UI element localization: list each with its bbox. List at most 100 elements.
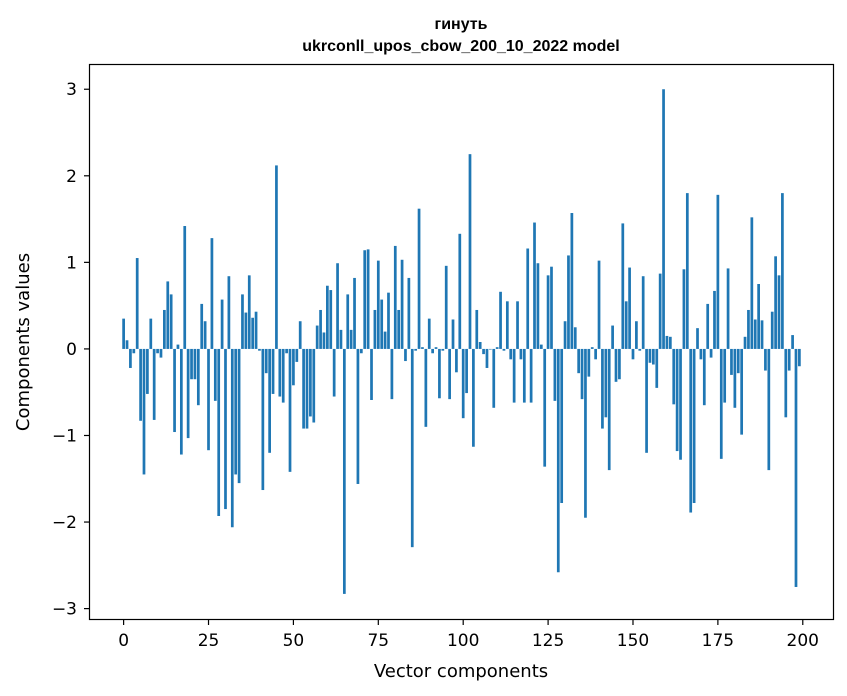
bar-component-77 xyxy=(383,331,387,349)
bar-component-31 xyxy=(227,276,231,349)
bar-component-71 xyxy=(363,250,367,349)
bar-component-134 xyxy=(577,348,581,374)
bar-component-26 xyxy=(210,238,214,349)
bar-component-172 xyxy=(706,303,710,349)
bar-component-36 xyxy=(244,312,248,349)
bar-component-120 xyxy=(529,348,533,403)
bar-component-106 xyxy=(482,348,485,355)
bar-component-84 xyxy=(407,277,411,349)
y-tick-label: 1 xyxy=(66,253,77,273)
bar-component-154 xyxy=(645,348,648,453)
bar-component-46 xyxy=(278,348,282,397)
bar-component-65 xyxy=(342,348,346,594)
y-tick-label: −1 xyxy=(52,426,77,446)
bar-component-40 xyxy=(258,348,261,351)
bar-component-32 xyxy=(230,348,234,528)
bar-component-18 xyxy=(183,226,187,349)
bar-component-73 xyxy=(370,348,373,400)
bar-component-187 xyxy=(757,284,760,349)
bar-component-82 xyxy=(400,259,404,349)
bar-component-179 xyxy=(730,348,733,375)
bar-component-124 xyxy=(543,348,547,467)
bar-component-151 xyxy=(635,321,638,349)
bar-component-155 xyxy=(648,348,652,363)
bar-component-64 xyxy=(339,329,343,349)
bar-component-113 xyxy=(505,301,509,349)
bar-component-5 xyxy=(139,348,142,421)
bar-component-137 xyxy=(587,348,591,377)
bar-component-57 xyxy=(315,325,319,349)
x-axis-label: Vector components xyxy=(374,661,548,682)
bar-component-111 xyxy=(499,291,502,349)
bar-component-76 xyxy=(380,299,384,349)
bar-component-9 xyxy=(152,348,156,420)
bar-component-183 xyxy=(743,336,747,349)
bar-component-21 xyxy=(193,348,197,380)
bar-component-37 xyxy=(247,275,251,349)
bar-component-104 xyxy=(475,309,479,349)
bar-component-171 xyxy=(702,348,706,406)
bar-component-90 xyxy=(427,318,431,349)
bar-component-45 xyxy=(275,165,278,349)
bar-component-24 xyxy=(203,321,207,349)
bar-component-20 xyxy=(190,348,193,380)
bar-component-198 xyxy=(794,348,798,587)
bar-component-63 xyxy=(336,263,339,349)
x-tick-label: 125 xyxy=(532,631,564,651)
bar-component-87 xyxy=(417,208,421,349)
bar-component-162 xyxy=(672,348,676,405)
bar-component-132 xyxy=(570,213,574,349)
bar-component-188 xyxy=(760,320,764,349)
x-tick-label: 75 xyxy=(367,631,389,651)
y-axis-label: Components values xyxy=(13,253,34,431)
bar-component-110 xyxy=(495,347,499,349)
x-tick-label: 25 xyxy=(198,631,220,651)
bar-component-174 xyxy=(713,290,716,349)
bar-component-131 xyxy=(567,255,570,349)
y-tick-label: −3 xyxy=(52,600,77,620)
bar-component-181 xyxy=(736,348,740,374)
bar-component-10 xyxy=(156,348,159,354)
bar-component-152 xyxy=(638,348,642,351)
bar-component-35 xyxy=(241,294,244,349)
bar-component-98 xyxy=(455,348,458,373)
plot-frame xyxy=(88,63,835,621)
bar-component-55 xyxy=(309,348,312,417)
bar-component-79 xyxy=(390,348,394,400)
bar-component-168 xyxy=(692,348,696,504)
bar-component-51 xyxy=(295,348,299,362)
bar-component-199 xyxy=(798,348,801,367)
bar-component-88 xyxy=(421,347,424,349)
bar-component-68 xyxy=(353,277,356,349)
bar-component-116 xyxy=(516,301,519,349)
bar-component-140 xyxy=(597,260,601,349)
bar-component-139 xyxy=(594,348,597,360)
bar-component-141 xyxy=(601,348,604,429)
bar-component-164 xyxy=(679,348,682,460)
bar-component-44 xyxy=(271,348,275,394)
bar-component-50 xyxy=(292,348,295,386)
bar-component-119 xyxy=(526,248,530,349)
bar-component-7 xyxy=(146,348,149,394)
bar-component-107 xyxy=(485,348,489,368)
bar-component-92 xyxy=(434,347,438,349)
bar-component-161 xyxy=(668,336,672,349)
bar-component-54 xyxy=(305,348,309,429)
bar-component-176 xyxy=(719,348,723,459)
bar-component-144 xyxy=(611,325,614,349)
chart-title: гинуть xyxy=(435,16,488,33)
bar-component-108 xyxy=(489,348,492,350)
bar-component-43 xyxy=(268,348,271,453)
bar-component-103 xyxy=(472,348,475,447)
bar-component-12 xyxy=(163,309,166,349)
bar-component-16 xyxy=(176,344,180,349)
y-tick-label: 0 xyxy=(66,340,77,360)
bar-component-135 xyxy=(580,348,584,400)
bar-component-99 xyxy=(458,233,462,349)
x-tick-label: 150 xyxy=(617,631,649,651)
bar-component-114 xyxy=(509,348,513,360)
bar-component-27 xyxy=(213,348,217,401)
bar-component-192 xyxy=(774,256,777,349)
bar-component-191 xyxy=(770,311,774,349)
bar-component-117 xyxy=(519,348,523,360)
